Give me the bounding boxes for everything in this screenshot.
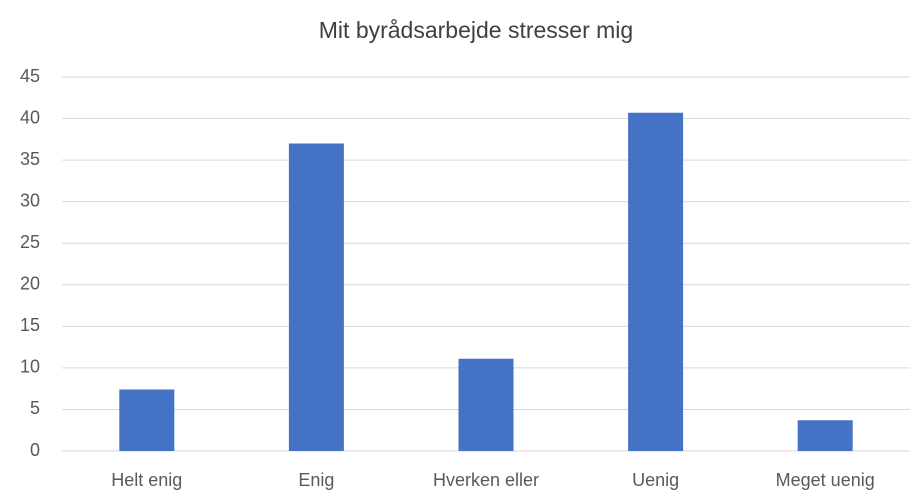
x-tick-label: Enig bbox=[298, 470, 334, 490]
x-tick-label: Uenig bbox=[632, 470, 679, 490]
y-tick-label: 5 bbox=[30, 398, 40, 418]
bar bbox=[458, 358, 514, 451]
y-tick-label: 45 bbox=[20, 66, 40, 86]
bar bbox=[288, 143, 344, 451]
y-tick-label: 35 bbox=[20, 149, 40, 169]
y-tick-label: 30 bbox=[20, 190, 40, 210]
y-tick-label: 10 bbox=[20, 357, 40, 377]
x-tick-label: Hverken eller bbox=[433, 470, 539, 490]
y-tick-label: 40 bbox=[20, 107, 40, 127]
bar bbox=[119, 389, 175, 451]
x-tick-label: Meget uenig bbox=[776, 470, 875, 490]
bar bbox=[628, 112, 684, 451]
y-tick-label: 15 bbox=[20, 315, 40, 335]
bar bbox=[797, 420, 853, 451]
x-tick-label: Helt enig bbox=[111, 470, 182, 490]
chart-title: Mit byrådsarbejde stresser mig bbox=[319, 17, 633, 43]
y-tick-label: 20 bbox=[20, 274, 40, 294]
y-tick-label: 25 bbox=[20, 232, 40, 252]
y-tick-label: 0 bbox=[30, 440, 40, 460]
